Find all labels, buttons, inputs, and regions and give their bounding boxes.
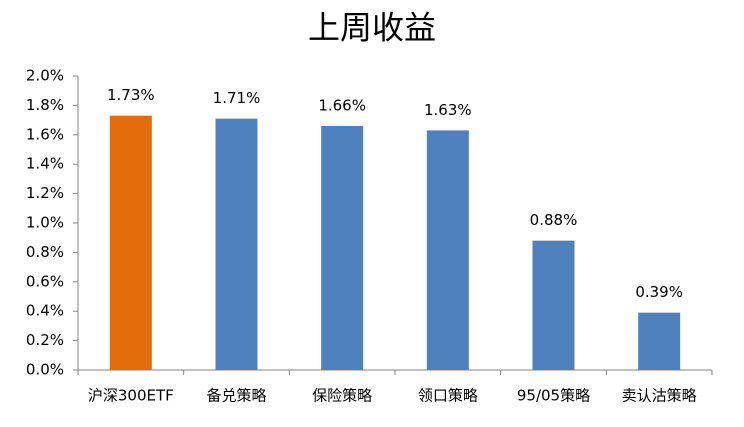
- bar: [215, 118, 258, 370]
- bar: [321, 125, 364, 370]
- x-tick-label: 卖认沽策略: [622, 387, 697, 405]
- y-tick-label: 1.4%: [26, 155, 64, 173]
- y-tick-label: 0.8%: [26, 243, 64, 261]
- data-label: 1.66%: [318, 96, 366, 114]
- chart-title: 上周收益: [308, 9, 436, 47]
- y-tick-label: 0.2%: [26, 331, 64, 349]
- y-tick-label: 2.0%: [26, 67, 64, 85]
- x-tick-label: 保险策略: [312, 387, 372, 405]
- y-tick-label: 0.6%: [26, 272, 64, 290]
- y-tick-label: 0.0%: [26, 361, 64, 379]
- y-tick-label: 1.8%: [26, 96, 64, 114]
- x-tick-label: 沪深300ETF: [88, 387, 174, 405]
- bar: [109, 115, 152, 370]
- bar: [426, 130, 469, 370]
- bar: [638, 312, 681, 370]
- y-tick-label: 1.6%: [26, 125, 64, 143]
- y-tick-label: 1.2%: [26, 184, 64, 202]
- y-tick-label: 1.0%: [26, 214, 64, 232]
- data-label: 0.88%: [530, 211, 578, 229]
- y-tick-label: 0.4%: [26, 302, 64, 320]
- x-tick-label: 领口策略: [418, 387, 478, 405]
- x-tick-label: 95/05策略: [517, 387, 590, 405]
- data-label: 0.39%: [635, 283, 683, 301]
- data-label: 1.73%: [107, 86, 155, 104]
- x-tick-label: 备兑策略: [206, 387, 266, 405]
- data-label: 1.71%: [213, 89, 261, 107]
- bar: [532, 240, 575, 370]
- data-label: 1.63%: [424, 101, 472, 119]
